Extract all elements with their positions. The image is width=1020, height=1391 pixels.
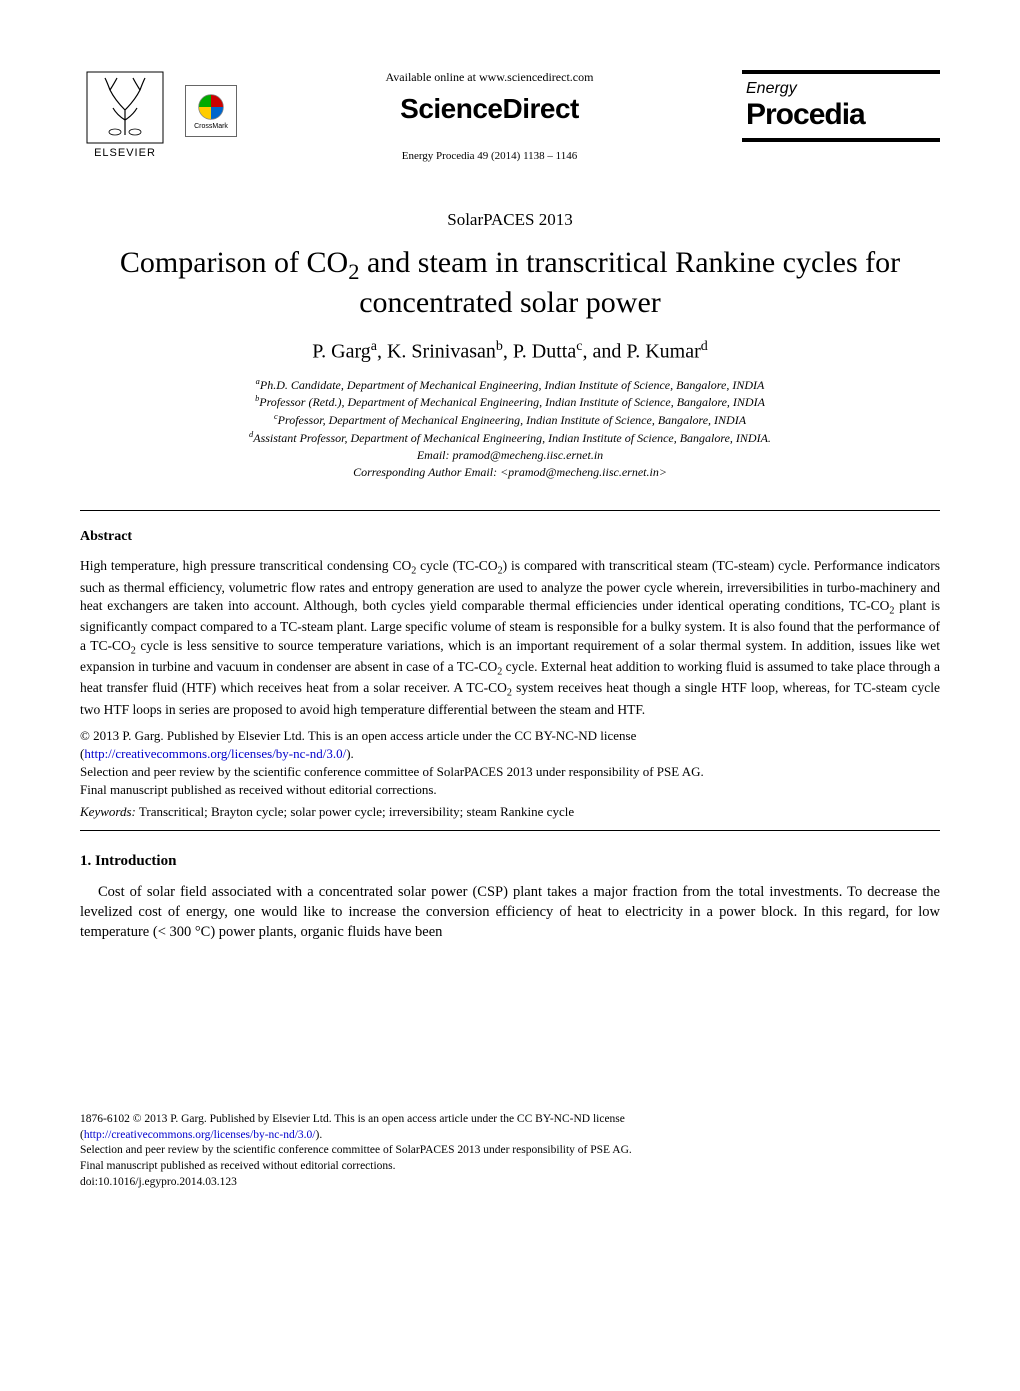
rule-bottom	[80, 830, 940, 831]
copyright-block: © 2013 P. Garg. Published by Elsevier Lt…	[80, 727, 940, 800]
affiliation-b: bProfessor (Retd.), Department of Mechan…	[80, 393, 940, 411]
paper-page: ELSEVIER CrossMark Available online at w…	[0, 0, 1020, 1230]
journal-name-line1: Energy	[746, 80, 936, 98]
footer-block: 1876-6102 © 2013 P. Garg. Published by E…	[80, 1112, 940, 1190]
paper-title: Comparison of CO2 and steam in transcrit…	[80, 245, 940, 321]
copyright-line2: Selection and peer review by the scienti…	[80, 764, 704, 779]
footer-line1: 1876-6102 © 2013 P. Garg. Published by E…	[80, 1113, 625, 1125]
sciencedirect-logo: ScienceDirect	[257, 93, 722, 125]
copyright-line1: © 2013 P. Garg. Published by Elsevier Lt…	[80, 728, 636, 743]
affiliation-c: cProfessor, Department of Mechanical Eng…	[80, 411, 940, 429]
abstract-heading: Abstract	[80, 529, 940, 545]
authors-line: P. Garga, K. Srinivasanb, P. Duttac, and…	[80, 339, 940, 364]
elsevier-label: ELSEVIER	[94, 147, 156, 159]
footer-line2: Selection and peer review by the scienti…	[80, 1144, 632, 1156]
keywords-label: Keywords:	[80, 804, 136, 819]
citation-text: Energy Procedia 49 (2014) 1138 – 1146	[257, 150, 722, 162]
affiliation-email: Email: pramod@mecheng.iisc.ernet.in	[80, 447, 940, 464]
abstract-body: High temperature, high pressure transcri…	[80, 557, 940, 718]
affiliations-block: aPh.D. Candidate, Department of Mechanic…	[80, 376, 940, 481]
header-row: ELSEVIER CrossMark Available online at w…	[80, 70, 940, 170]
elsevier-tree-icon	[85, 70, 165, 145]
affiliation-a: aPh.D. Candidate, Department of Mechanic…	[80, 376, 940, 394]
keywords-line: Keywords: Transcritical; Brayton cycle; …	[80, 804, 940, 820]
footer-license-link[interactable]: http://creativecommons.org/licenses/by-n…	[84, 1129, 316, 1141]
corresponding-email: Corresponding Author Email: <pramod@mech…	[80, 464, 940, 481]
journal-name-line2: Procedia	[746, 98, 936, 132]
crossmark-icon	[197, 93, 225, 121]
section-1-body: Cost of solar field associated with a co…	[80, 882, 940, 943]
available-online-text: Available online at www.sciencedirect.co…	[257, 70, 722, 85]
elsevier-logo: ELSEVIER	[80, 70, 170, 170]
crossmark-label: CrossMark	[194, 123, 228, 130]
affiliation-d: dAssistant Professor, Department of Mech…	[80, 429, 940, 447]
license-link[interactable]: http://creativecommons.org/licenses/by-n…	[84, 746, 346, 761]
copyright-line3: Final manuscript published as received w…	[80, 782, 437, 797]
section-1-heading: 1. Introduction	[80, 853, 940, 870]
crossmark-badge[interactable]: CrossMark	[185, 85, 237, 137]
center-header: Available online at www.sciencedirect.co…	[237, 70, 742, 162]
footer-line3: Final manuscript published as received w…	[80, 1160, 396, 1172]
left-logos: ELSEVIER CrossMark	[80, 70, 237, 170]
journal-box: Energy Procedia	[742, 70, 940, 142]
footer-doi: doi:10.1016/j.egypro.2014.03.123	[80, 1176, 237, 1188]
conference-name: SolarPACES 2013	[80, 210, 940, 230]
keywords-text: Transcritical; Brayton cycle; solar powe…	[136, 804, 574, 819]
rule-top	[80, 510, 940, 511]
